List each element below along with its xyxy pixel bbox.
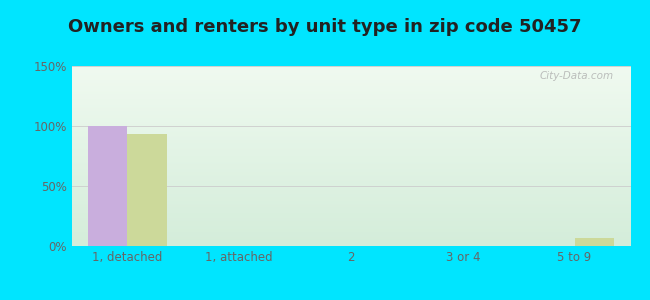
Bar [575,238,614,246]
Text: Owners and renters by unit type in zip code 50457: Owners and renters by unit type in zip c… [68,18,582,36]
Bar [88,126,127,246]
Bar [127,134,166,246]
Text: City-Data.com: City-Data.com [540,71,614,81]
